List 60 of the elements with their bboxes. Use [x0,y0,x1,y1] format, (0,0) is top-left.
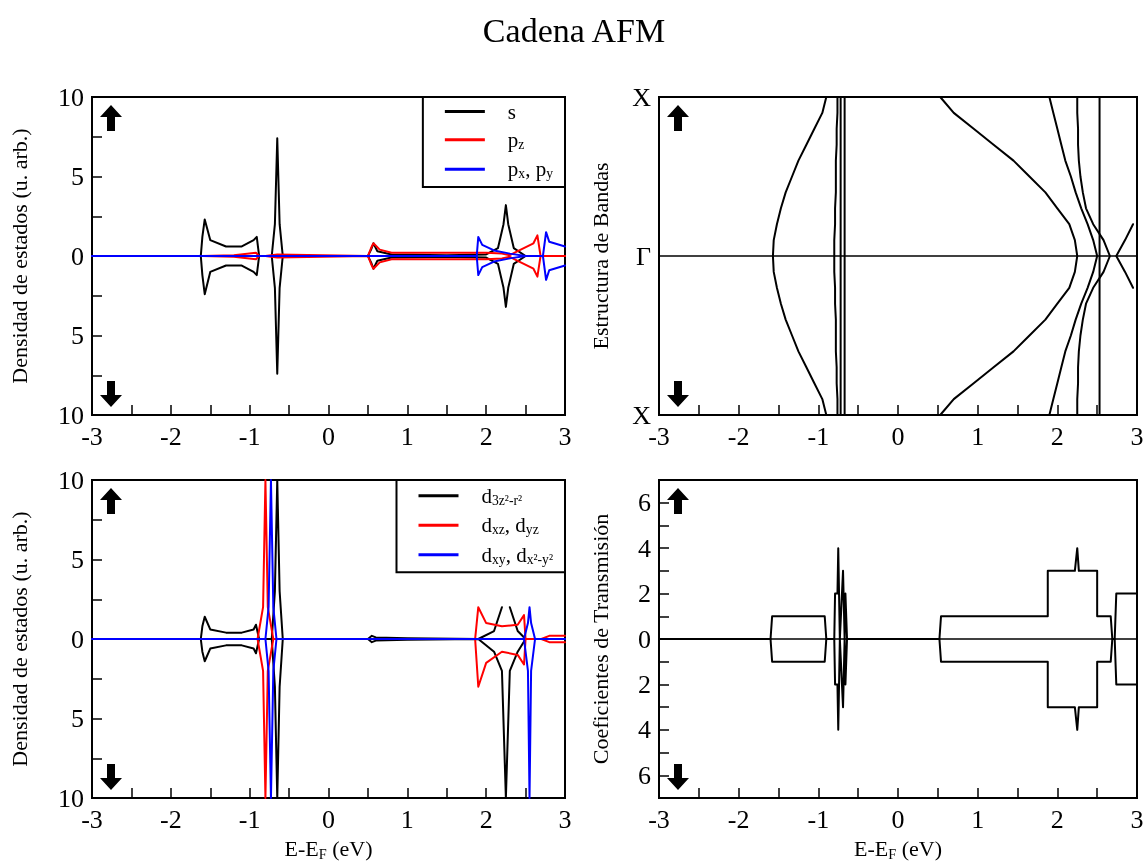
x-tick-label: 2 [479,804,493,834]
x-tick-label: 0 [891,804,905,834]
y-tick-label: X [632,400,652,430]
y-tick-label: 10 [58,400,84,430]
y-tick-label: 6 [638,760,651,790]
legend-label: s [507,99,517,124]
y-tick-label: 6 [638,488,651,518]
y-tick-label: Γ [635,241,651,271]
x-tick-label: 3 [558,421,572,451]
y-tick-label: 4 [638,533,651,563]
y-tick-label: 5 [71,545,84,574]
y-axis-title: Coeficientes de Transmisión [588,513,614,765]
x-tick-label: -1 [238,421,261,451]
y-tick-label: 2 [638,669,651,699]
x-tick-label: -3 [81,421,103,451]
legend-label: dxy, dx²-y² [481,542,554,567]
y-tick-label: 10 [58,465,84,495]
x-tick-label: 2 [1050,421,1064,451]
x-tick-label: -1 [238,804,261,834]
legend-label: dxz, dyz [481,513,539,538]
x-tick-label: 1 [400,804,414,834]
legend-label: px, py [507,157,554,182]
x-tick-label: 3 [558,804,572,834]
x-tick-label: -3 [81,804,103,834]
x-tick-label: 3 [1130,421,1144,451]
y-tick-label: 10 [58,82,84,112]
y-axis-title: Densidad de estados (u. arb.) [7,511,33,767]
x-tick-label: 2 [479,421,493,451]
y-tick-label: 0 [638,624,651,654]
y-axis-title: Densidad de estados (u. arb.) [7,128,33,384]
y-tick-label: 10 [58,783,84,813]
x-tick-label: 2 [1050,804,1064,834]
legend-label: pz [507,127,525,152]
y-tick-label: 5 [71,321,84,350]
x-tick-label: 1 [400,421,414,451]
x-tick-label: 0 [891,421,905,451]
x-tick-label: -3 [648,804,670,834]
x-tick-label: 1 [971,421,985,451]
x-tick-label: -2 [727,421,750,451]
x-tick-label: -2 [160,421,182,451]
x-tick-label: 0 [322,421,335,451]
x-tick-label: -2 [160,804,182,834]
y-tick-label: 5 [71,162,84,191]
x-tick-label: -1 [807,804,830,834]
x-axis-title: E-EF (eV) [854,836,942,862]
y-tick-label: 0 [71,241,84,271]
y-tick-label: 0 [71,624,84,654]
x-tick-label: 3 [1130,804,1144,834]
y-tick-label: 4 [638,715,651,745]
y-tick-label: X [632,82,652,112]
chart-title: Cadena AFM [481,12,667,50]
x-tick-label: 0 [322,804,335,834]
x-axis-title: E-EF (eV) [284,836,373,862]
y-axis-title: Estructura de Bandas [588,162,614,350]
x-tick-label: 1 [971,804,985,834]
legend-label: d3z²-r² [481,483,523,508]
y-tick-label: 5 [71,704,84,733]
y-tick-label: 2 [638,579,651,609]
x-tick-label: -1 [807,421,830,451]
x-tick-label: -2 [727,804,750,834]
